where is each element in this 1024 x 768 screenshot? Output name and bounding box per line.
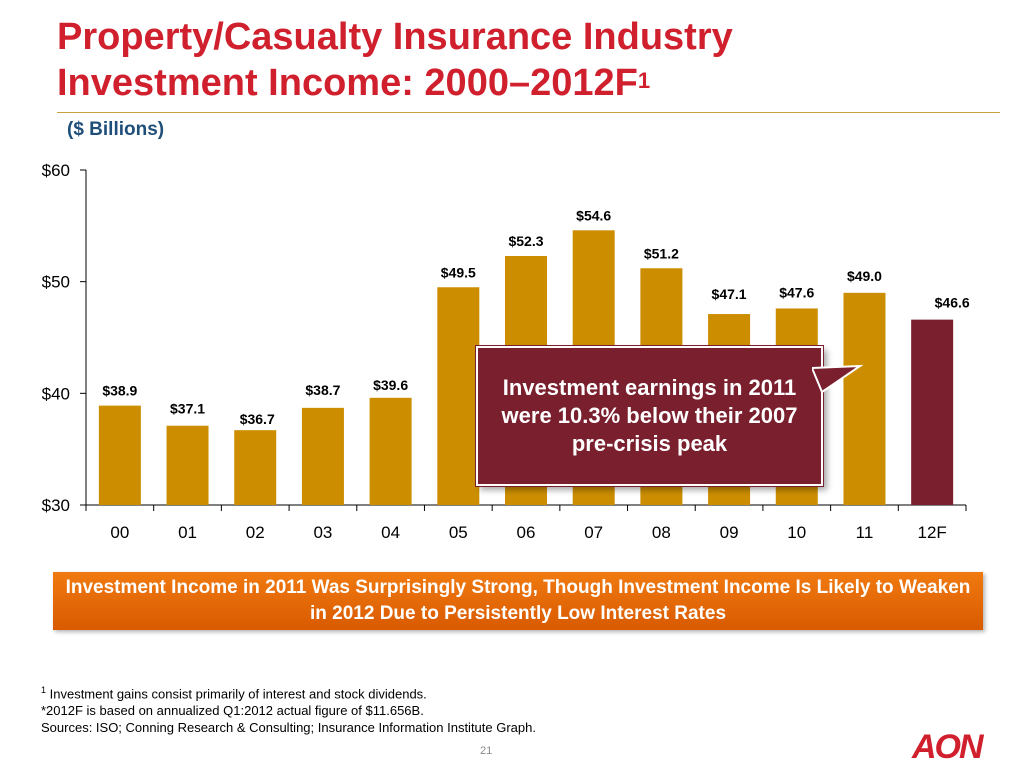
value-label-10: $47.6 — [779, 284, 814, 300]
value-label-11: $49.0 — [847, 268, 882, 284]
bar-05 — [437, 287, 480, 505]
category-label-00: 00 — [110, 523, 129, 542]
value-label-09: $47.1 — [712, 286, 747, 302]
category-label-12F: 12F — [918, 523, 947, 542]
category-label-06: 06 — [517, 523, 536, 542]
title-line-2: Investment Income: 2000–2012F — [57, 62, 638, 104]
title-divider — [57, 112, 1000, 113]
category-label-11: 11 — [856, 523, 874, 542]
y-tick-label: $40 — [42, 384, 70, 403]
page-number: 21 — [480, 745, 493, 757]
value-label-08: $51.2 — [644, 245, 679, 261]
footnote-1: 1 Investment gains consist primarily of … — [41, 682, 536, 702]
value-label-02: $36.7 — [240, 411, 275, 427]
units-label: ($ Billions) — [67, 119, 165, 140]
aon-logo: AON — [912, 728, 984, 766]
bar-02 — [234, 430, 277, 505]
value-label-12F: $46.6 — [935, 295, 970, 311]
callout-box: Investment earnings in 2011 were 10.3% b… — [476, 346, 823, 486]
category-label-09: 09 — [720, 523, 739, 542]
y-tick-label: $30 — [42, 496, 70, 515]
bar-11 — [843, 292, 886, 505]
value-label-04: $39.6 — [373, 377, 408, 393]
category-label-04: 04 — [381, 523, 400, 542]
category-label-07: 07 — [584, 523, 603, 542]
title-line-1: Property/Casualty Insurance Industry — [57, 16, 733, 58]
bar-03 — [301, 407, 344, 505]
value-label-07: $54.6 — [576, 207, 611, 223]
bar-00 — [98, 405, 141, 505]
y-tick-label: $50 — [42, 273, 70, 292]
bar-12F — [911, 319, 954, 505]
value-label-06: $52.3 — [508, 233, 543, 249]
summary-banner: Investment Income in 2011 Was Surprising… — [53, 572, 983, 630]
footnote-2: *2012F is based on annualized Q1:2012 ac… — [41, 703, 424, 719]
bar-01 — [166, 425, 209, 505]
footnotes: 1 Investment gains consist primarily of … — [41, 682, 536, 736]
value-label-01: $37.1 — [170, 401, 205, 417]
category-label-02: 02 — [246, 523, 265, 542]
value-label-05: $49.5 — [441, 264, 476, 280]
category-label-08: 08 — [652, 523, 671, 542]
category-label-05: 05 — [449, 523, 468, 542]
bar-04 — [369, 397, 412, 505]
category-label-10: 10 — [787, 523, 806, 542]
footnote-1-text: Investment gains consist primarily of in… — [46, 686, 427, 702]
slide-title: Property/Casualty Insurance Industry Inv… — [57, 14, 733, 106]
sources-note: Sources: ISO; Conning Research & Consult… — [41, 720, 536, 736]
category-label-01: 01 — [178, 523, 197, 542]
category-label-03: 03 — [313, 523, 332, 542]
value-label-03: $38.7 — [305, 382, 340, 398]
title-footnote-marker: 1 — [637, 68, 651, 93]
callout-pointer — [812, 364, 864, 394]
footnote-1-marker: 1 — [41, 685, 47, 695]
y-tick-label: $60 — [42, 161, 70, 180]
value-label-00: $38.9 — [102, 383, 137, 399]
